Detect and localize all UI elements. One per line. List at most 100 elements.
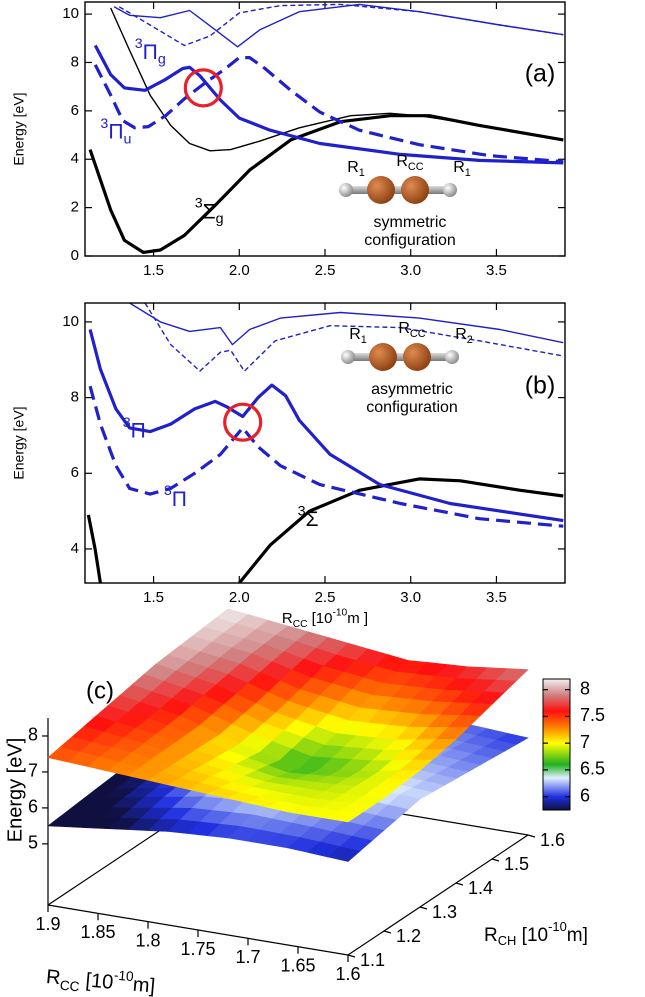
label-part: [10 <box>79 969 114 994</box>
x-tick-label: 3.5 <box>486 589 507 606</box>
x-tick-label: 1.5 <box>143 589 164 606</box>
label-part: -10 <box>548 919 567 934</box>
carbon-atom <box>369 343 397 371</box>
label-part: [10 <box>516 925 548 946</box>
hydrogen-atom <box>341 350 355 364</box>
molecule-caption: configuration <box>366 399 458 416</box>
z-tick-label: 8 <box>28 725 38 745</box>
label-part: 3 <box>123 415 131 431</box>
y-tick-label: 1.4 <box>468 878 493 898</box>
plot-area <box>88 3 564 254</box>
curve-label: 3Σ <box>298 503 319 531</box>
colorbar-tick-label: 7 <box>580 732 590 752</box>
y-tick-label: 6 <box>71 102 79 119</box>
curve-label: 3Π <box>123 415 146 443</box>
x-tick-label: 1.6 <box>335 964 360 984</box>
label-part: CH <box>498 933 517 948</box>
z-axis-label: Energy [eV] <box>4 738 26 843</box>
y-tick <box>455 882 464 886</box>
curve <box>113 3 564 48</box>
label-part: Σ <box>306 508 319 531</box>
panel-label: (c) <box>86 677 114 704</box>
y-axis-label: Energy [eV] <box>11 92 27 165</box>
label-part: R <box>398 320 410 337</box>
x-tick-label: 2.5 <box>315 589 336 606</box>
plot-area <box>86 303 564 583</box>
curve <box>129 303 564 346</box>
y-tick-label: 2 <box>71 199 79 216</box>
hydrogen-atom <box>443 183 457 197</box>
x-axis-label: RCC [10-10m] <box>45 961 157 997</box>
carbon-atom <box>403 343 431 371</box>
label-part: 3 <box>100 116 108 132</box>
x-tick-label: 3.0 <box>400 589 421 606</box>
molecule-label: R2 <box>455 326 473 346</box>
hydrogen-atom <box>339 183 353 197</box>
panel-label: (b) <box>525 372 556 400</box>
y-tick-label: 1.1 <box>360 950 385 970</box>
surface-patch <box>327 846 361 862</box>
label-part: u <box>124 131 132 147</box>
curve <box>93 56 564 164</box>
curve <box>118 3 564 47</box>
y-tick-label: 10 <box>62 5 79 22</box>
x-tick-label: 1.65 <box>280 955 315 975</box>
label-part: Σ <box>203 200 216 223</box>
surface-patch <box>327 810 361 823</box>
y-tick-label: 1.6 <box>540 830 565 850</box>
label-part: R <box>455 326 467 343</box>
hydrogen-atom <box>445 350 459 364</box>
x-tick-label: 3.0 <box>400 262 421 279</box>
x-tick-label: 1.5 <box>143 262 164 279</box>
carbon-atom <box>367 176 395 204</box>
label-part: 1 <box>361 334 367 346</box>
label-part: -10 <box>113 967 134 984</box>
x-tick-label: 1.75 <box>180 939 215 959</box>
label-part: R <box>349 326 361 343</box>
label-part: CC <box>293 618 308 629</box>
z-tick-label: 6 <box>28 797 38 817</box>
molecule-bond <box>346 186 450 194</box>
label-part: m] <box>132 974 156 997</box>
x-tick-label: 1.8 <box>135 930 160 950</box>
molecule-label: R1 <box>347 159 365 179</box>
curve-label: 3Πg <box>135 36 166 68</box>
curve <box>93 44 564 165</box>
label-part: CC <box>408 161 424 173</box>
x-tick-label: 1.85 <box>80 922 115 942</box>
crossing-highlight <box>223 402 263 442</box>
molecule-caption: symmetric <box>374 214 447 231</box>
y-tick-label: 1.5 <box>504 854 529 874</box>
label-part: 3 <box>298 503 306 519</box>
y-axis-label: Energy [eV] <box>11 406 27 479</box>
label-part: g <box>216 211 224 227</box>
y-tick-label: 1.2 <box>396 926 421 946</box>
curve-label: 3Σg <box>195 195 224 227</box>
plot-frame <box>84 1 566 257</box>
label-part: g <box>158 51 166 67</box>
label-part: CC <box>59 977 80 994</box>
label-part: R <box>453 159 465 176</box>
panel-label: (a) <box>525 60 556 88</box>
crossing-highlight <box>183 68 223 108</box>
colorbar-tick-label: 8 <box>580 678 590 698</box>
label-part: [10 <box>307 610 332 627</box>
z-tick-label: 5 <box>28 833 38 853</box>
label-part: m ] <box>347 610 368 627</box>
y-tick-label: 8 <box>71 389 79 406</box>
label-part: Π <box>108 120 123 143</box>
y-tick-label: 10 <box>62 313 79 330</box>
molecule-caption: asymmetric <box>371 381 453 398</box>
y-tick-label: 4 <box>71 150 79 167</box>
colorbar-tick-label: 6.5 <box>580 759 605 779</box>
curve-label: 3Π <box>164 483 187 511</box>
carbon-atom <box>401 176 429 204</box>
floor-edge <box>347 834 529 956</box>
y-tick <box>527 834 536 838</box>
x-axis-label: RCC [10-10m ] <box>282 607 368 629</box>
label-part: R <box>347 159 359 176</box>
y-tick <box>383 930 392 934</box>
label-part: R <box>45 966 61 989</box>
label-part: R <box>282 610 293 627</box>
